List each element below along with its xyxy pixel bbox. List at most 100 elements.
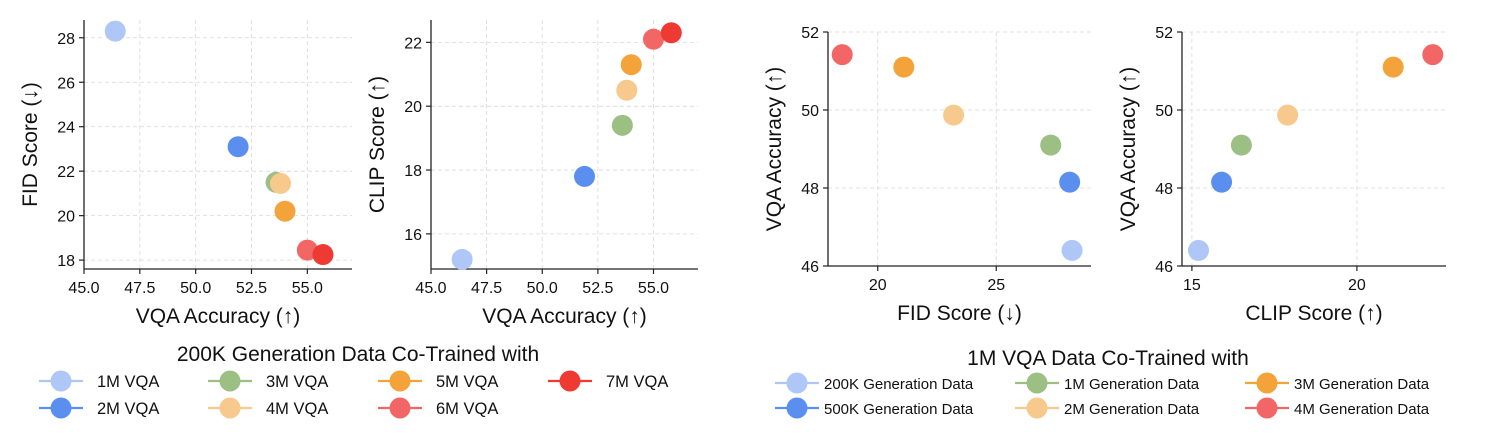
legend-item: 3M Generation Data (1245, 372, 1430, 394)
x-axis-label: CLIP Score (↑) (1245, 302, 1382, 325)
legend-item: 3M VQA (208, 370, 328, 392)
y-tick-label: 20 (57, 209, 75, 226)
y-tick-label: 26 (57, 75, 75, 92)
legend-title: 1M VQA Data Co-Trained with (967, 347, 1249, 370)
x-tick-label: 47.5 (124, 280, 155, 297)
y-tick-label: 52 (1155, 25, 1173, 42)
legend-item: 4M VQA (208, 397, 328, 419)
legend-item: 4M Generation Data (1245, 397, 1430, 419)
data-point-1m-generation-data (1230, 134, 1252, 156)
x-tick-label: 52.5 (236, 280, 267, 297)
data-point-200k-generation-data (1188, 239, 1209, 261)
legend-right: 1M VQA Data Co-Trained with 200K Generati… (775, 347, 1430, 419)
legend-marker (50, 370, 72, 392)
data-point-3m-generation-data (893, 56, 915, 78)
x-tick-label: 15 (1183, 277, 1201, 294)
y-tick-label: 46 (801, 259, 819, 276)
data-point-2m-generation-data (943, 104, 965, 126)
legend-marker (1026, 397, 1048, 419)
legend-label: 3M VQA (266, 373, 328, 391)
legend-marker (786, 397, 808, 419)
data-point-7m-vqa (312, 244, 334, 266)
legend-label: 5M VQA (436, 373, 498, 391)
data-point-1m-generation-data (1040, 134, 1062, 156)
legend-marker (786, 372, 808, 394)
legend-label: 4M VQA (266, 400, 328, 418)
y-tick-label: 46 (1155, 259, 1173, 276)
legend-item: 6M VQA (378, 397, 498, 419)
legend-item: 2M Generation Data (1015, 397, 1200, 419)
scatter-panel-4: 15 20 46 48 50 52 CLIP Score (↑) VQA Accuracy (… (1117, 25, 1446, 325)
data-point-500k-generation-data (1211, 171, 1233, 193)
data-point-4m-generation-data (1422, 44, 1444, 66)
legend-label: 7M VQA (606, 373, 668, 391)
y-axis-label: CLIP Score (↑) (366, 76, 389, 213)
legend-label: 6M VQA (436, 400, 498, 418)
x-tick-label: 50.0 (180, 280, 211, 297)
y-tick-label: 16 (404, 227, 422, 244)
legend-label: 200K Generation Data (824, 376, 974, 393)
data-point-5m-vqa (274, 200, 296, 222)
x-tick-label: 55.0 (638, 280, 669, 297)
x-axis-label: FID Score (↓) (897, 302, 1022, 325)
y-tick-label: 22 (57, 164, 75, 181)
x-tick-label: 25 (987, 277, 1005, 294)
y-axis-label: VQA Accuracy (↑) (1117, 67, 1140, 232)
data-point-3m-generation-data (1382, 56, 1404, 78)
data-point-6m-vqa (643, 28, 664, 50)
y-tick-label: 28 (57, 31, 75, 48)
y-tick-label: 48 (1155, 181, 1173, 198)
legend-label: 3M Generation Data (1294, 376, 1430, 393)
y-tick-label: 52 (801, 25, 819, 42)
legend-label: 1M VQA (97, 373, 159, 391)
y-tick-label: 18 (57, 253, 75, 270)
y-axis-label: VQA Accuracy (↑) (763, 67, 786, 232)
scatter-panel-2: 45.0 47.5 50.0 52.5 55.0 16 18 20 22 VQA Accuracy… (366, 20, 698, 328)
y-tick-label: 50 (801, 103, 819, 120)
legend-marker (219, 370, 241, 392)
legend-title: 200K Generation Data Co-Trained with (177, 343, 539, 366)
legend-item: 1M Generation Data (1015, 372, 1200, 394)
data-point-1m-vqa (451, 248, 473, 270)
x-tick-label: 20 (869, 277, 887, 294)
x-tick-label: 20 (1348, 277, 1366, 294)
x-axis-label: VQA Accuracy (↑) (482, 305, 647, 328)
data-point-7m-vqa (660, 22, 682, 44)
legend-marker (219, 397, 241, 419)
scatter-panel-3: 20 25 46 48 50 52 FID Score (↓) VQA Accuracy (↑… (763, 25, 1091, 325)
data-point-2m-generation-data (1277, 104, 1299, 126)
legend-item: 2M VQA (39, 397, 159, 419)
data-point-2m-vqa (227, 136, 249, 158)
x-tick-label: 47.5 (471, 280, 502, 297)
legend-item: 200K Generation Data (775, 372, 974, 394)
data-point-3m-vqa (611, 114, 633, 136)
data-point-5m-vqa (620, 54, 642, 76)
legend-item: 7M VQA (548, 370, 668, 392)
legend-marker (559, 370, 581, 392)
x-tick-label: 55.0 (292, 280, 323, 297)
legend-label: 500K Generation Data (824, 401, 974, 418)
scatter-panel-1: 45.0 47.5 50.0 52.5 55.0 18 20 22 24 26 28 VQA Accu… (19, 20, 352, 328)
data-point-2m-vqa (574, 165, 596, 187)
data-point-500k-generation-data (1059, 171, 1081, 193)
legend-marker (389, 397, 411, 419)
y-axis-label: FID Score (↓) (19, 82, 42, 207)
legend-marker (1026, 372, 1048, 394)
x-axis-label: VQA Accuracy (↑) (136, 305, 301, 328)
legend-marker (50, 397, 72, 419)
y-tick-label: 24 (57, 120, 75, 137)
data-point-4m-generation-data (831, 44, 853, 66)
legend-marker (1256, 397, 1278, 419)
x-tick-label: 50.0 (527, 280, 558, 297)
legend-left: 200K Generation Data Co-Trained with 1M V… (39, 343, 668, 419)
data-point-200k-generation-data (1061, 239, 1083, 261)
legend-label: 4M Generation Data (1294, 401, 1430, 418)
x-tick-label: 45.0 (415, 280, 446, 297)
y-tick-label: 20 (404, 99, 422, 116)
x-tick-label: 52.5 (582, 280, 613, 297)
data-point-1m-vqa (104, 20, 126, 42)
legend-label: 2M VQA (97, 400, 159, 418)
y-tick-label: 48 (801, 181, 819, 198)
data-point-4m-vqa (616, 79, 638, 101)
